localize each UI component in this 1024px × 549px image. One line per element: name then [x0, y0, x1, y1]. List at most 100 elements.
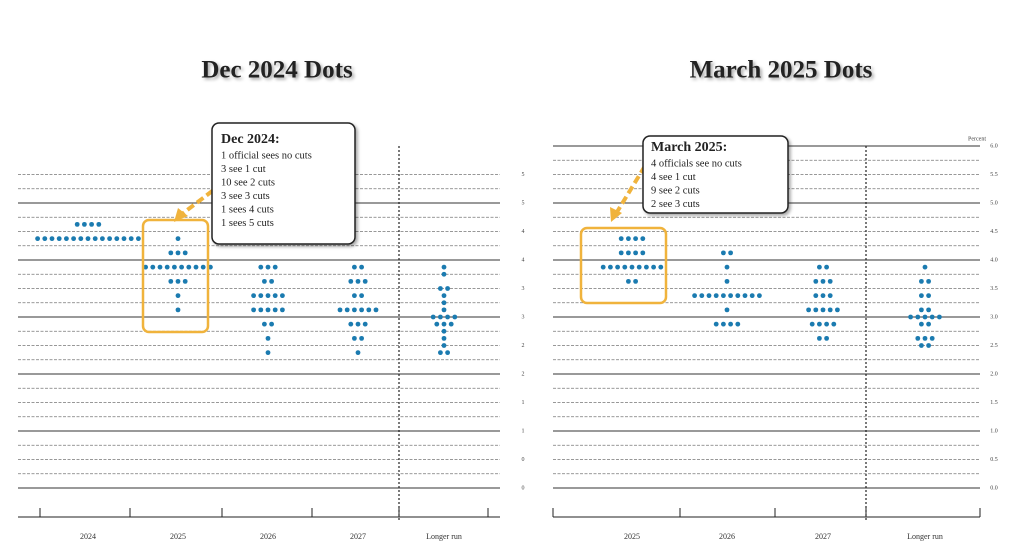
- dot: [258, 307, 264, 313]
- dot: [633, 278, 638, 284]
- dot: [441, 335, 447, 341]
- dot: [742, 293, 748, 299]
- dot: [344, 307, 350, 313]
- dot: [820, 307, 826, 313]
- dot: [92, 236, 98, 242]
- dot: [448, 321, 454, 327]
- dot: [441, 271, 447, 277]
- chart-title: Dec 2024 Dots: [201, 57, 353, 84]
- dot: [813, 307, 819, 313]
- dot: [626, 250, 631, 256]
- dot: [128, 236, 134, 242]
- dot: [724, 307, 730, 313]
- dot: [64, 236, 69, 242]
- dot: [640, 236, 646, 242]
- x-tick-label: 2027: [815, 532, 831, 541]
- dot: [615, 264, 620, 270]
- x-tick-label: 2026: [260, 532, 276, 541]
- dot: [915, 314, 921, 320]
- dot: [817, 321, 822, 327]
- annotation-line: 10 see 2 cuts: [221, 177, 275, 188]
- dot: [824, 264, 829, 270]
- dot: [835, 307, 840, 313]
- highlight-box: [579, 226, 668, 305]
- dot: [186, 264, 192, 270]
- dot: [107, 236, 112, 242]
- x-tick-label: Longer run: [426, 532, 462, 541]
- dot: [143, 264, 149, 270]
- dot: [56, 236, 62, 242]
- dot: [280, 307, 285, 313]
- y-tick-label: 5: [522, 172, 525, 178]
- annotation-line: 2 see 3 cuts: [651, 199, 700, 210]
- dot: [175, 307, 181, 313]
- annotation-title: March 2025:: [651, 140, 727, 155]
- dot: [168, 250, 174, 256]
- y-tick-label: 4.5: [990, 229, 998, 235]
- annotation-box: [211, 122, 356, 245]
- dot: [813, 278, 819, 284]
- y-tick-label: 3: [522, 314, 525, 320]
- dot: [721, 321, 726, 327]
- dot: [35, 236, 40, 242]
- y-tick-label: 4.0: [990, 257, 998, 263]
- dot: [926, 343, 931, 348]
- y-tick-label: 1.0: [990, 428, 998, 434]
- dot: [352, 293, 357, 299]
- dot: [78, 236, 84, 242]
- dot: [735, 321, 741, 327]
- dot: [352, 335, 357, 341]
- dot: [618, 236, 624, 242]
- dot: [265, 264, 271, 270]
- dot: [168, 278, 174, 284]
- dot: [359, 307, 364, 313]
- dot: [735, 293, 741, 299]
- dot: [806, 307, 811, 313]
- dot: [251, 293, 256, 299]
- annotation-line: 1 official sees no cuts: [221, 150, 312, 161]
- dot: [359, 335, 364, 341]
- dot: [269, 321, 274, 327]
- dot: [438, 314, 443, 320]
- highlight-box: [141, 218, 210, 334]
- dot: [258, 293, 264, 299]
- annotation-line: 1 sees 5 cuts: [221, 218, 274, 229]
- dot: [445, 286, 450, 291]
- dot: [919, 307, 924, 313]
- x-tick-label: 2025: [170, 532, 186, 541]
- annotation-line: 4 officials see no cuts: [651, 158, 742, 169]
- dot: [908, 314, 913, 320]
- dot: [622, 264, 628, 270]
- dot: [441, 328, 447, 334]
- dot: [728, 321, 733, 327]
- dot: [251, 307, 256, 313]
- dot: [150, 264, 156, 270]
- dot: [831, 321, 837, 327]
- dot: [366, 307, 372, 313]
- annotation-title: Dec 2024:: [221, 132, 280, 147]
- dot: [721, 293, 726, 299]
- dot: [721, 250, 726, 256]
- y-tick-label: 2: [522, 371, 525, 377]
- dot: [272, 293, 278, 299]
- y-tick-label: 5.5: [990, 172, 998, 178]
- dot: [618, 250, 624, 256]
- x-tick-label: 2024: [80, 532, 96, 541]
- dot: [651, 264, 656, 270]
- x-tick-label: 2027: [350, 532, 366, 541]
- dot: [926, 293, 931, 299]
- annotation-line: 1 sees 4 cuts: [221, 204, 274, 215]
- dot: [430, 314, 436, 320]
- y-axis-label: Percent: [968, 136, 986, 142]
- dot: [699, 293, 705, 299]
- dot: [89, 221, 94, 227]
- x-tick-label: Longer run: [907, 532, 943, 541]
- text-layer: Dec 2024 Dots 0 0 1 1 2 2 3 3 4 4 5 5 2024 2025 2026 202…: [80, 57, 998, 541]
- dot: [265, 335, 271, 341]
- dot: [100, 236, 105, 242]
- dot: [922, 335, 928, 341]
- dot: [136, 236, 141, 242]
- dot: [348, 321, 354, 327]
- dot: [337, 307, 343, 313]
